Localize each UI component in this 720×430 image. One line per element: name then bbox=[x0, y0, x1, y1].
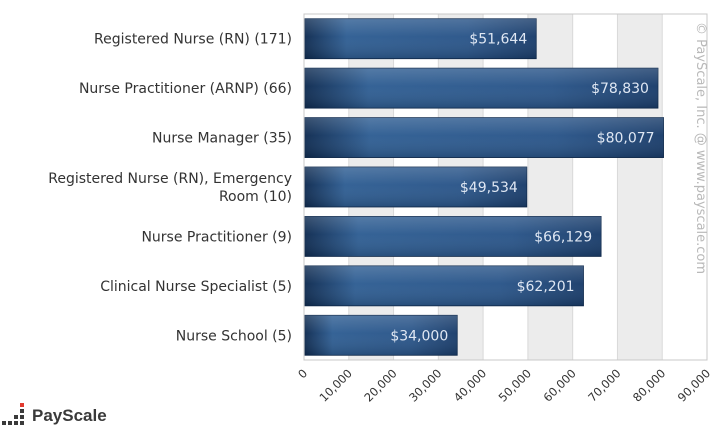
bar-shine bbox=[305, 117, 664, 158]
bar-shine bbox=[305, 216, 602, 257]
bar-shine bbox=[305, 18, 537, 59]
value-label: $51,644 bbox=[469, 32, 527, 48]
x-tick-label: 30,000 bbox=[406, 366, 444, 404]
category-label-line: Nurse School (5) bbox=[176, 328, 292, 344]
value-label: $34,000 bbox=[390, 328, 448, 344]
category-label: Registered Nurse (RN), Emergency Room (10… bbox=[48, 171, 292, 205]
category-label-line: Nurse Practitioner (ARNP) (66) bbox=[79, 81, 292, 97]
bar-shine bbox=[305, 68, 658, 109]
plot-frame bbox=[303, 13, 708, 361]
bar-shine bbox=[305, 315, 458, 356]
value-label: $49,534 bbox=[460, 180, 518, 196]
x-tick-label: 70,000 bbox=[585, 366, 623, 404]
category-label-line: Registered Nurse (RN) (171) bbox=[94, 32, 292, 48]
bars bbox=[304, 18, 664, 356]
payscale-logo-icon bbox=[2, 403, 24, 425]
value-label: $66,129 bbox=[534, 229, 592, 245]
category-label: Nurse Practitioner (ARNP) (66) bbox=[79, 81, 292, 97]
value-label: $78,830 bbox=[591, 81, 649, 97]
category-label-line: Room (10) bbox=[219, 189, 292, 205]
x-tick-label: 10,000 bbox=[317, 366, 355, 404]
bar-shine bbox=[305, 265, 584, 306]
category-labels: Registered Nurse (RN) (171) Nurse Practit… bbox=[48, 32, 292, 345]
watermark: © PayScale, Inc. @ www.payscale.com bbox=[693, 22, 708, 274]
x-tick-label: 0 bbox=[295, 366, 310, 381]
value-label: $80,077 bbox=[597, 131, 655, 147]
category-label: Clinical Nurse Specialist (5) bbox=[100, 279, 292, 295]
x-tick-label: 40,000 bbox=[451, 366, 489, 404]
category-label-line: Clinical Nurse Specialist (5) bbox=[100, 279, 292, 295]
category-label: Nurse School (5) bbox=[176, 328, 292, 344]
category-label-line: Nurse Practitioner (9) bbox=[141, 229, 292, 245]
payscale-logo-text: PayScale bbox=[32, 406, 107, 425]
bar-shine bbox=[305, 167, 527, 207]
x-tick-label: 90,000 bbox=[675, 366, 713, 404]
category-label-line: Registered Nurse (RN), Emergency bbox=[48, 171, 292, 187]
category-label: Registered Nurse (RN) (171) bbox=[94, 32, 292, 48]
payscale-logo: PayScale bbox=[0, 403, 107, 429]
background-band bbox=[527, 14, 573, 360]
value-label: $62,201 bbox=[517, 279, 575, 295]
x-tick-label: 50,000 bbox=[496, 366, 534, 404]
x-tick-label: 60,000 bbox=[540, 366, 578, 404]
x-tick-label: 80,000 bbox=[630, 366, 668, 404]
x-axis-tick-labels: 0 10,000 20,000 30,000 40,000 50,000 60,000 70,… bbox=[295, 366, 713, 404]
x-tick-label: 20,000 bbox=[361, 366, 399, 404]
category-label: Nurse Practitioner (9) bbox=[141, 229, 292, 245]
category-label-line: Nurse Manager (35) bbox=[152, 131, 292, 147]
value-labels: $51,644 $78,830 $80,077 $49,534 $66,129 $62,2… bbox=[390, 32, 654, 345]
category-label: Nurse Manager (35) bbox=[152, 131, 292, 147]
background-band bbox=[617, 14, 663, 360]
